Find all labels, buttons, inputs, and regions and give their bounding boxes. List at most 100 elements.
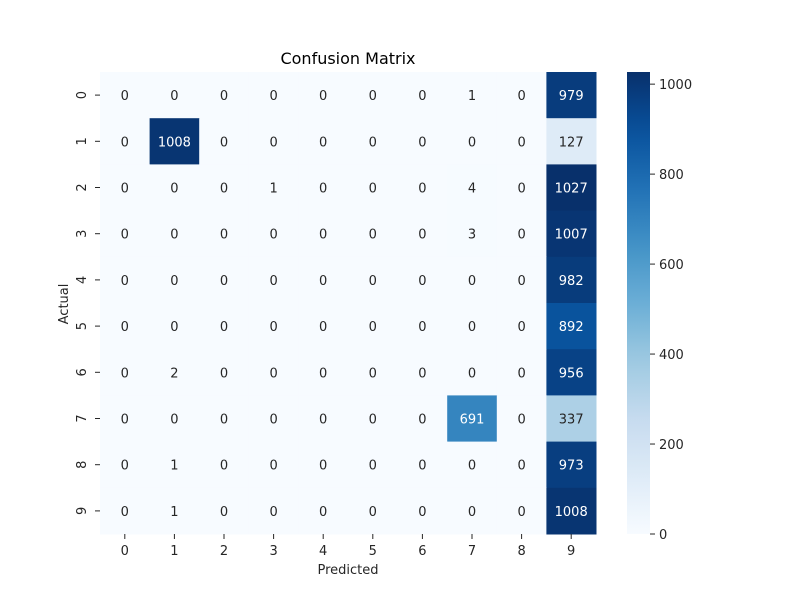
heatmap-cell — [100, 164, 151, 212]
x-tick-label: 3 — [269, 544, 277, 559]
cell-value-label: 0 — [269, 228, 277, 243]
cell-value-label: 0 — [418, 320, 426, 335]
cell-value-label: 0 — [418, 228, 426, 243]
heatmap-cell — [248, 303, 299, 350]
cell-value-label: 0 — [269, 505, 277, 520]
colorbar-tick-label: 400 — [659, 348, 684, 363]
heatmap-cell — [496, 395, 547, 443]
heatmap-cell — [496, 303, 547, 350]
cell-value-label: 337 — [559, 413, 584, 428]
cell-value-label: 0 — [369, 89, 377, 104]
cell-value-label: 0 — [319, 182, 327, 197]
cell-value-label: 0 — [418, 274, 426, 289]
heatmap-cell — [348, 395, 399, 443]
heatmap-cell — [546, 303, 597, 350]
cell-value-label: 0 — [517, 459, 525, 474]
x-tick-label: 8 — [517, 544, 525, 559]
colorbar: 0 200 400 600 800 1000 — [627, 72, 692, 543]
cell-value-label: 0 — [319, 135, 327, 150]
heatmap-cell — [100, 487, 151, 535]
heatmap-cell — [447, 441, 498, 489]
heatmap-cell — [546, 210, 597, 258]
heatmap-cell — [397, 210, 448, 258]
cell-value-label: 1 — [170, 505, 178, 520]
y-tick-label: 8 — [75, 461, 90, 469]
cell-value-label: 0 — [517, 505, 525, 520]
heatmap-cell — [496, 487, 547, 535]
heatmap-cell — [447, 164, 498, 212]
cell-value-label: 0 — [121, 366, 129, 381]
cell-value-label: 0 — [170, 228, 178, 243]
colorbar-scale — [627, 72, 650, 534]
heatmap-cell — [546, 349, 597, 396]
cell-value-label: 0 — [121, 459, 129, 474]
cell-value-label: 892 — [559, 320, 584, 335]
heatmap-cell — [447, 210, 498, 258]
heatmap-cell — [397, 487, 448, 535]
cell-value-label: 0 — [319, 459, 327, 474]
heatmap-cell — [100, 118, 151, 165]
colorbar-tick-label: 200 — [659, 438, 684, 453]
heatmap-cell — [397, 256, 448, 304]
cell-value-label: 0 — [220, 89, 228, 104]
heatmap-cell — [248, 164, 299, 212]
cell-value-label: 0 — [517, 366, 525, 381]
cell-value-label: 0 — [319, 89, 327, 104]
cell-value-label: 4 — [468, 182, 476, 197]
cell-value-label: 0 — [517, 274, 525, 289]
heatmap-cell — [100, 256, 151, 304]
heatmap-grid: 0 0 0 0 0 0 0 1 0 979 0 1008 0 0 0 0 0 0 0 127 0 0 0 1 0 0 0 4 0 1027… — [100, 72, 597, 535]
cell-value-label: 0 — [319, 505, 327, 520]
heatmap-cell — [348, 210, 399, 258]
cell-value-label: 0 — [269, 413, 277, 428]
cell-value-label: 0 — [418, 89, 426, 104]
cell-value-label: 0 — [517, 89, 525, 104]
heatmap-cell — [397, 395, 448, 443]
heatmap-cell — [546, 395, 597, 443]
chart-title: Confusion Matrix — [280, 49, 415, 68]
heatmap-cell — [546, 164, 597, 212]
y-tick-label: 2 — [75, 183, 90, 191]
colorbar-tick-label: 0 — [659, 528, 667, 543]
heatmap-cell — [100, 349, 151, 396]
heatmap-cell — [149, 349, 200, 396]
cell-value-label: 0 — [468, 274, 476, 289]
cell-value-label: 0 — [220, 413, 228, 428]
x-tick-label: 2 — [220, 544, 228, 559]
heatmap-cell — [149, 118, 200, 165]
cell-value-label: 0 — [121, 89, 129, 104]
cell-value-label: 0 — [418, 135, 426, 150]
heatmap-cell — [447, 395, 498, 443]
cell-value-label: 0 — [170, 320, 178, 335]
cell-value-label: 0 — [269, 135, 277, 150]
heatmap-cell — [348, 72, 399, 119]
heatmap-cell — [199, 303, 250, 350]
cell-value-label: 0 — [269, 459, 277, 474]
heatmap-cell — [298, 303, 349, 350]
cell-value-label: 0 — [170, 274, 178, 289]
heatmap-cell — [199, 441, 250, 489]
cell-value-label: 0 — [418, 413, 426, 428]
cell-value-label: 3 — [468, 228, 476, 243]
colorbar-tick-label: 600 — [659, 258, 684, 273]
cell-value-label: 0 — [517, 320, 525, 335]
cell-value-label: 0 — [220, 505, 228, 520]
cell-value-label: 0 — [517, 413, 525, 428]
heatmap-cell — [248, 72, 299, 119]
heatmap-cell — [447, 256, 498, 304]
cell-value-label: 0 — [269, 89, 277, 104]
heatmap-cell — [348, 256, 399, 304]
heatmap-cell — [248, 256, 299, 304]
cell-value-label: 1 — [170, 459, 178, 474]
heatmap-cell — [397, 72, 448, 119]
cell-value-label: 0 — [121, 413, 129, 428]
heatmap-cell — [149, 303, 200, 350]
heatmap-cell — [496, 349, 547, 396]
cell-value-label: 0 — [269, 366, 277, 381]
cell-value-label: 0 — [121, 135, 129, 150]
heatmap-cell — [348, 118, 399, 165]
x-tick-label: 0 — [121, 544, 129, 559]
cell-value-label: 0 — [369, 182, 377, 197]
heatmap-cell — [248, 487, 299, 535]
heatmap-cell — [199, 395, 250, 443]
